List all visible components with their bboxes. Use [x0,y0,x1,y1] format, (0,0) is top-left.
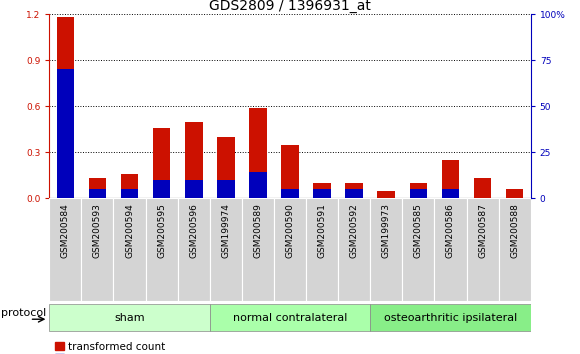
Bar [345,189,363,198]
Bar [313,183,331,198]
Text: GSM200596: GSM200596 [189,203,198,258]
Bar [409,183,427,198]
Bar [249,108,267,198]
Bar [474,178,491,198]
Bar [441,160,459,198]
FancyBboxPatch shape [210,304,370,331]
Text: GSM200587: GSM200587 [478,203,487,258]
Text: GSM200590: GSM200590 [285,203,295,258]
Bar [56,17,74,198]
FancyBboxPatch shape [210,198,242,301]
Bar [121,189,139,198]
Text: GSM200594: GSM200594 [125,203,134,258]
Text: GSM200586: GSM200586 [446,203,455,258]
Legend: transformed count, percentile rank within the sample: transformed count, percentile rank withi… [55,342,244,354]
FancyBboxPatch shape [403,198,434,301]
Bar [185,121,202,198]
FancyBboxPatch shape [81,198,114,301]
Bar [506,189,524,198]
FancyBboxPatch shape [306,198,338,301]
FancyBboxPatch shape [49,198,81,301]
Bar [441,189,459,198]
Text: GSM199973: GSM199973 [382,203,391,258]
Bar [249,172,267,198]
Bar [89,178,106,198]
FancyBboxPatch shape [114,198,146,301]
Bar [409,189,427,198]
Text: GSM200588: GSM200588 [510,203,519,258]
FancyBboxPatch shape [177,198,210,301]
Bar [121,174,139,198]
Text: GSM200591: GSM200591 [318,203,327,258]
Bar [153,180,171,198]
FancyBboxPatch shape [338,198,370,301]
FancyBboxPatch shape [466,198,499,301]
FancyBboxPatch shape [434,198,466,301]
Bar [185,180,202,198]
Bar [217,180,235,198]
Text: GSM200585: GSM200585 [414,203,423,258]
FancyBboxPatch shape [499,198,531,301]
Bar [89,189,106,198]
Text: GSM200589: GSM200589 [253,203,262,258]
Bar [313,189,331,198]
FancyBboxPatch shape [274,198,306,301]
Bar [281,144,299,198]
FancyBboxPatch shape [370,304,531,331]
Text: GSM200592: GSM200592 [350,203,358,258]
Bar [56,69,74,198]
Text: protocol: protocol [1,308,46,318]
Text: GSM199974: GSM199974 [222,203,230,258]
FancyBboxPatch shape [146,198,177,301]
Title: GDS2809 / 1396931_at: GDS2809 / 1396931_at [209,0,371,13]
Text: normal contralateral: normal contralateral [233,313,347,323]
Text: GSM200584: GSM200584 [61,203,70,258]
Bar [345,183,363,198]
FancyBboxPatch shape [242,198,274,301]
Text: sham: sham [114,313,145,323]
FancyBboxPatch shape [370,198,403,301]
Bar [153,128,171,198]
Bar [281,189,299,198]
Bar [378,190,395,198]
Text: GSM200595: GSM200595 [157,203,166,258]
FancyBboxPatch shape [49,304,210,331]
Text: GSM200593: GSM200593 [93,203,102,258]
Text: osteoarthritic ipsilateral: osteoarthritic ipsilateral [384,313,517,323]
Bar [217,137,235,198]
